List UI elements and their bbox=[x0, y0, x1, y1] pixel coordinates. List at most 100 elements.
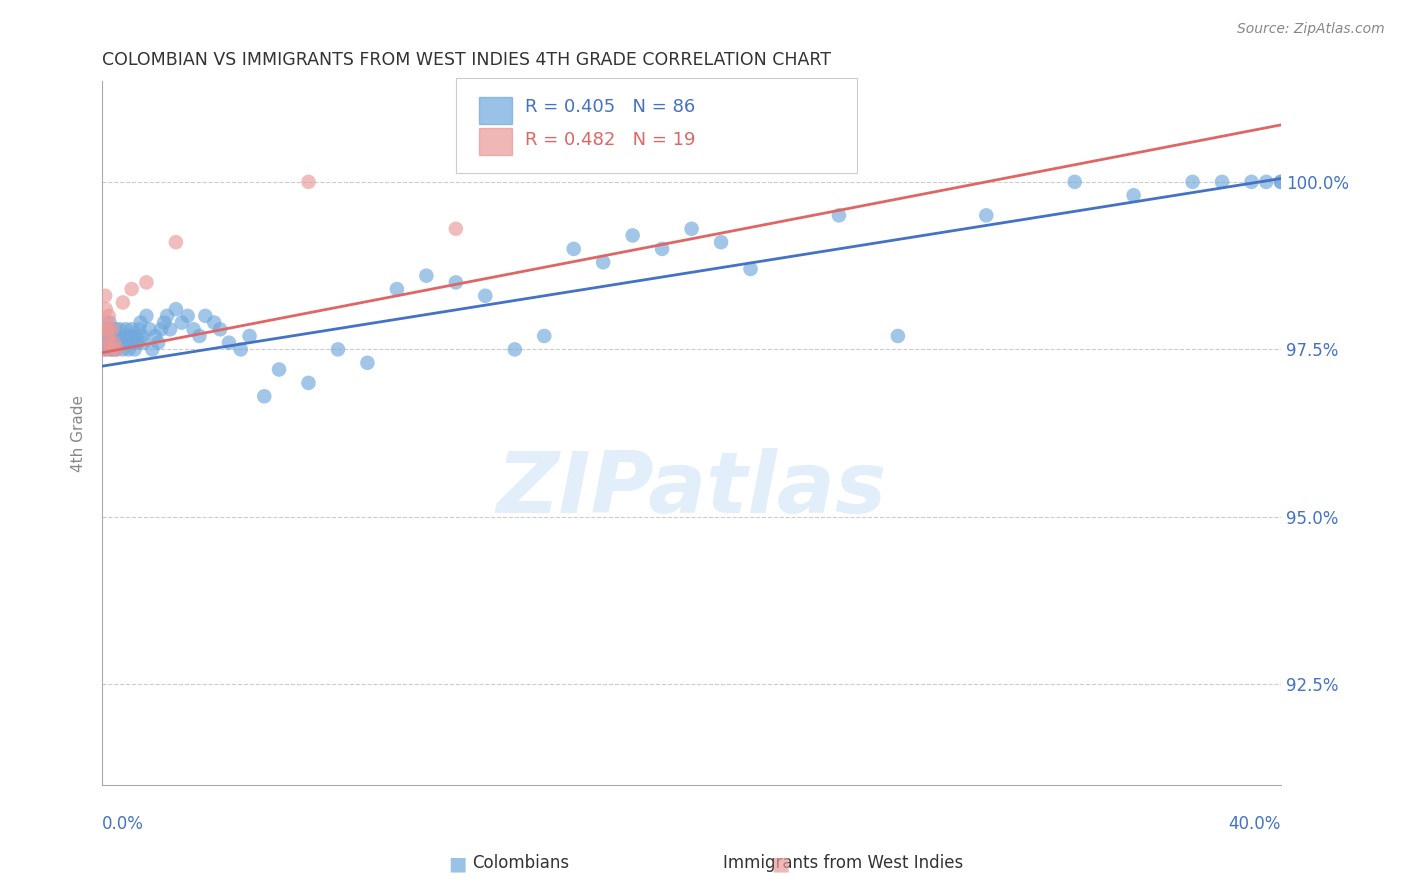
Point bbox=[165, 235, 187, 249]
Point bbox=[740, 262, 762, 277]
Point bbox=[93, 343, 115, 357]
Point bbox=[153, 316, 176, 330]
Point bbox=[238, 329, 260, 343]
Point bbox=[143, 329, 166, 343]
Point bbox=[218, 335, 240, 350]
Point bbox=[110, 335, 132, 350]
Point bbox=[105, 343, 128, 357]
Point bbox=[103, 335, 125, 350]
Point bbox=[267, 362, 290, 376]
Point bbox=[101, 335, 124, 350]
Point bbox=[112, 329, 135, 343]
Point bbox=[1270, 175, 1292, 189]
Text: Source: ZipAtlas.com: Source: ZipAtlas.com bbox=[1237, 22, 1385, 37]
Point bbox=[253, 389, 276, 403]
Point bbox=[121, 322, 143, 336]
Text: R = 0.482   N = 19: R = 0.482 N = 19 bbox=[526, 131, 696, 149]
Point bbox=[108, 322, 131, 336]
Point bbox=[562, 242, 585, 256]
Point bbox=[97, 329, 120, 343]
Point bbox=[93, 322, 115, 336]
Point bbox=[356, 356, 378, 370]
Point bbox=[1063, 175, 1085, 189]
Point bbox=[1122, 188, 1144, 202]
Point bbox=[297, 376, 319, 390]
Point bbox=[474, 289, 496, 303]
Y-axis label: 4th Grade: 4th Grade bbox=[72, 394, 86, 472]
Point bbox=[97, 309, 120, 323]
Point bbox=[415, 268, 437, 283]
Point bbox=[326, 343, 349, 357]
Point bbox=[96, 335, 118, 350]
Text: Colombians: Colombians bbox=[471, 855, 569, 872]
Point bbox=[96, 343, 118, 357]
Point bbox=[176, 309, 198, 323]
Point bbox=[651, 242, 673, 256]
Point bbox=[127, 335, 149, 350]
Point bbox=[229, 343, 252, 357]
Point bbox=[118, 343, 141, 357]
Point bbox=[503, 343, 526, 357]
Point bbox=[103, 329, 125, 343]
Point bbox=[111, 343, 134, 357]
Point bbox=[170, 316, 193, 330]
Point bbox=[100, 335, 122, 350]
Point bbox=[828, 208, 851, 222]
Point bbox=[138, 322, 160, 336]
FancyBboxPatch shape bbox=[479, 128, 512, 155]
Point bbox=[104, 322, 127, 336]
Point bbox=[105, 335, 128, 350]
Point bbox=[120, 329, 142, 343]
Point bbox=[94, 302, 117, 317]
Point bbox=[114, 322, 136, 336]
Point bbox=[111, 295, 134, 310]
Text: ■: ■ bbox=[770, 854, 790, 873]
Point bbox=[105, 343, 128, 357]
Point bbox=[94, 322, 117, 336]
Point bbox=[1256, 175, 1278, 189]
Text: R = 0.405   N = 86: R = 0.405 N = 86 bbox=[526, 98, 696, 116]
Point bbox=[97, 322, 120, 336]
Point bbox=[710, 235, 733, 249]
Point bbox=[183, 322, 205, 336]
Point bbox=[104, 335, 127, 350]
Point bbox=[150, 322, 173, 336]
Point bbox=[93, 343, 115, 357]
Point bbox=[121, 282, 143, 296]
Point bbox=[98, 316, 121, 330]
Text: COLOMBIAN VS IMMIGRANTS FROM WEST INDIES 4TH GRADE CORRELATION CHART: COLOMBIAN VS IMMIGRANTS FROM WEST INDIES… bbox=[103, 51, 831, 69]
Text: ■: ■ bbox=[447, 854, 467, 873]
Point bbox=[94, 329, 117, 343]
Point bbox=[681, 221, 703, 235]
Point bbox=[444, 276, 467, 290]
Point bbox=[159, 322, 181, 336]
Point bbox=[98, 335, 121, 350]
Point bbox=[132, 335, 155, 350]
Point bbox=[96, 316, 118, 330]
Point bbox=[165, 302, 187, 317]
Text: 0.0%: 0.0% bbox=[103, 815, 143, 833]
Point bbox=[297, 175, 319, 189]
Point bbox=[1211, 175, 1233, 189]
Point bbox=[128, 322, 150, 336]
Point bbox=[100, 322, 122, 336]
Point bbox=[125, 329, 148, 343]
Point bbox=[124, 343, 146, 357]
Point bbox=[156, 309, 179, 323]
Point bbox=[97, 322, 120, 336]
Point bbox=[592, 255, 614, 269]
Point bbox=[533, 329, 555, 343]
Point bbox=[188, 329, 211, 343]
Point bbox=[974, 208, 997, 222]
Point bbox=[100, 343, 122, 357]
Point bbox=[135, 309, 157, 323]
Point bbox=[1181, 175, 1204, 189]
Point bbox=[135, 276, 157, 290]
Point bbox=[117, 335, 139, 350]
Text: Immigrants from West Indies: Immigrants from West Indies bbox=[724, 855, 963, 872]
Point bbox=[194, 309, 217, 323]
Text: 40.0%: 40.0% bbox=[1229, 815, 1281, 833]
Point bbox=[122, 335, 145, 350]
Point bbox=[1240, 175, 1263, 189]
Point bbox=[141, 343, 163, 357]
